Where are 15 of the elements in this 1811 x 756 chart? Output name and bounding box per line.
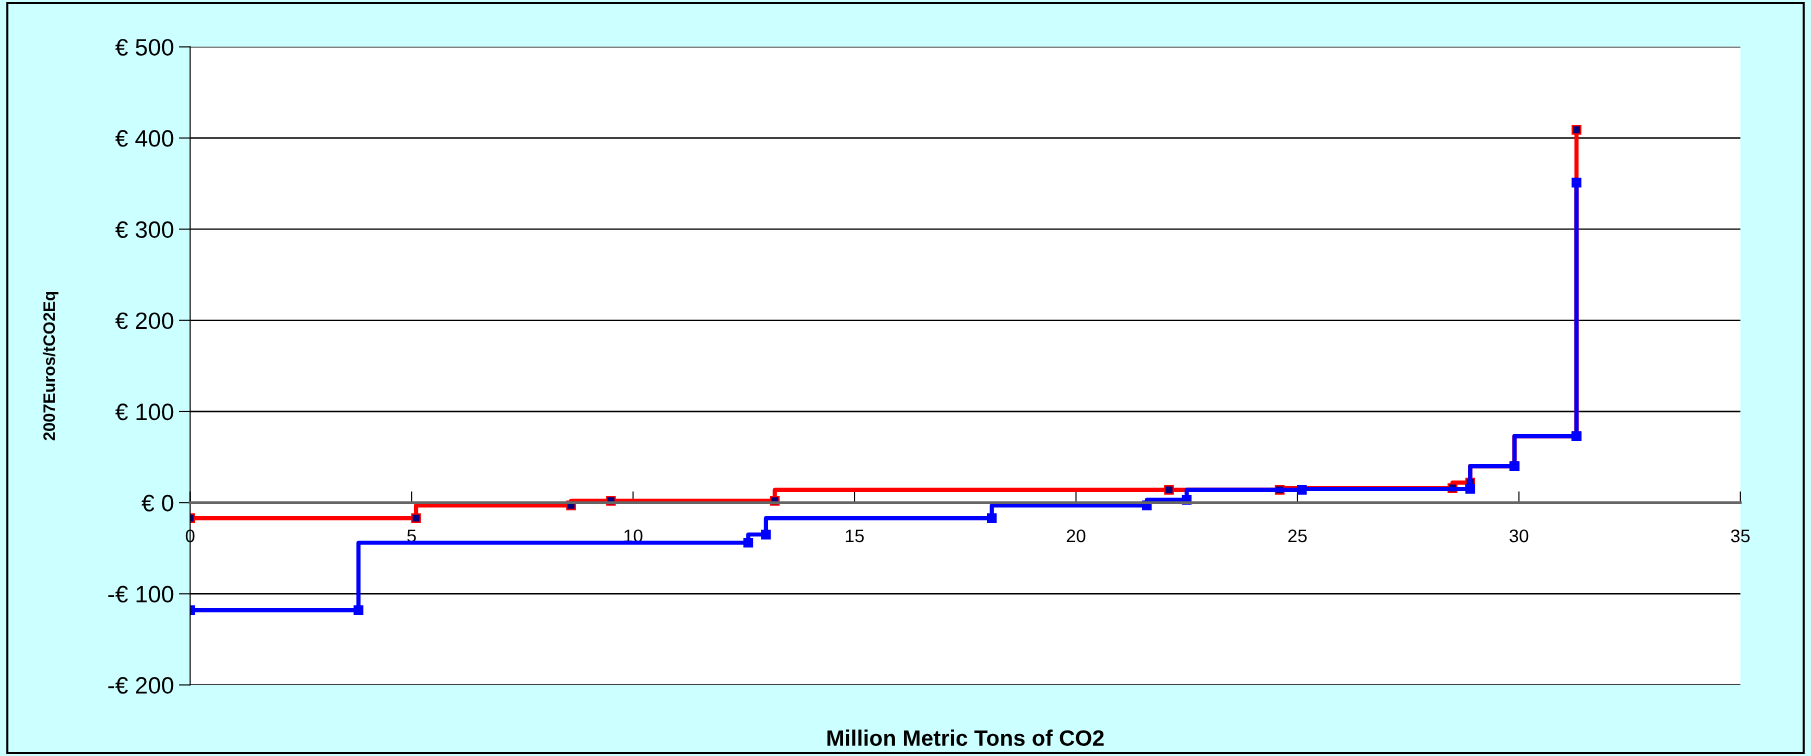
y-tick-label: € 400: [115, 130, 174, 147]
y-axis-title: 2007Euros/tCO2Eq: [42, 291, 59, 441]
y-tick-label: € 100: [115, 403, 174, 421]
x-tick-label: 20: [1066, 529, 1086, 543]
y-tick-label: € 0: [141, 494, 174, 512]
x-tick-label: 30: [1509, 529, 1529, 543]
x-tick-label: 15: [845, 529, 864, 543]
x-tick-label: 25: [1288, 529, 1307, 543]
y-tick-label: € 300: [115, 221, 174, 238]
y-tick-label: € 200: [115, 312, 174, 330]
y-tick-label: -€ 100: [108, 585, 174, 603]
x-tick-label: 35: [1731, 529, 1750, 543]
y-tick-label: -€ 200: [108, 677, 174, 694]
x-axis-title: Million Metric Tons of CO2: [827, 729, 1104, 746]
y-tick-label: € 500: [115, 38, 174, 56]
